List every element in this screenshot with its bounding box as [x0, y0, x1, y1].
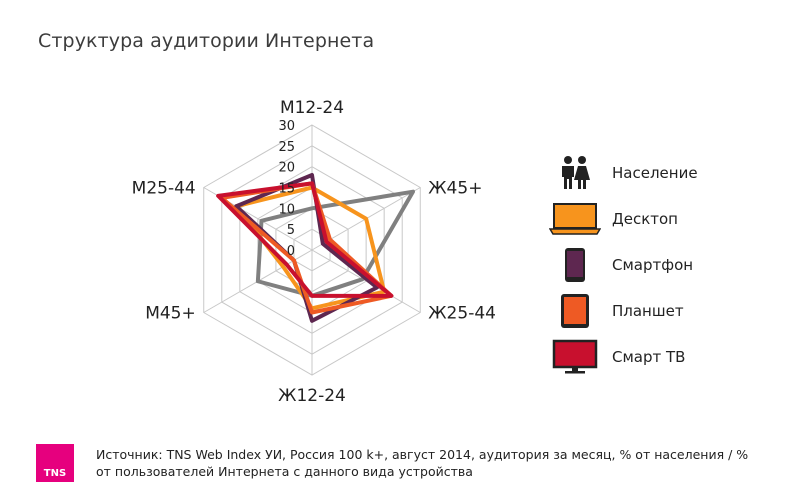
tns-logo: TNS [36, 444, 74, 482]
radial-tick-label: 0 [287, 244, 295, 259]
axis-label-3: Ж25-44 [428, 304, 496, 324]
legend-item-smart-tv: Смарт ТВ [548, 334, 788, 380]
radial-tick-label: 10 [278, 202, 295, 217]
legend-item-population: Население [548, 150, 788, 196]
radial-tick-label: 5 [287, 223, 295, 238]
legend: Население Десктоп Смартфон Планшет [548, 150, 788, 380]
series-line-5 [216, 181, 394, 298]
axis-label-2: Ж45+ [428, 179, 482, 199]
radial-tick-label: 25 [278, 140, 295, 155]
source-note: Источник: TNS Web Index УИ, Россия 100 k… [96, 447, 749, 479]
legend-item-desktop: Десктоп [548, 196, 788, 242]
axis-label-5: М45+ [145, 304, 196, 324]
axis-label-6: М25-44 [132, 179, 196, 199]
people-icon [548, 153, 602, 193]
laptop-icon [548, 199, 602, 239]
legend-item-smartphone: Смартфон [548, 242, 788, 288]
legend-label-smartphone: Смартфон [612, 256, 694, 274]
legend-label-tablet: Планшет [612, 302, 684, 320]
axis-label-1: М12-24 [280, 98, 344, 118]
axis-label-4: Ж12-24 [278, 386, 346, 406]
series-line-3 [234, 173, 379, 323]
legend-label-smart-tv: Смарт ТВ [612, 348, 686, 366]
radial-tick-label: 30 [278, 119, 295, 134]
tablet-icon [548, 291, 602, 331]
tv-icon [548, 337, 602, 377]
legend-label-desktop: Десктоп [612, 210, 678, 228]
chart-title: Структура аудитории Интернета [38, 30, 375, 52]
legend-label-population: Население [612, 164, 698, 182]
radial-tick-label: 20 [278, 161, 295, 176]
radial-tick-label: 15 [278, 182, 295, 197]
legend-item-tablet: Планшет [548, 288, 788, 334]
smartphone-icon [548, 245, 602, 285]
tns-logo-text: TNS [43, 468, 67, 479]
